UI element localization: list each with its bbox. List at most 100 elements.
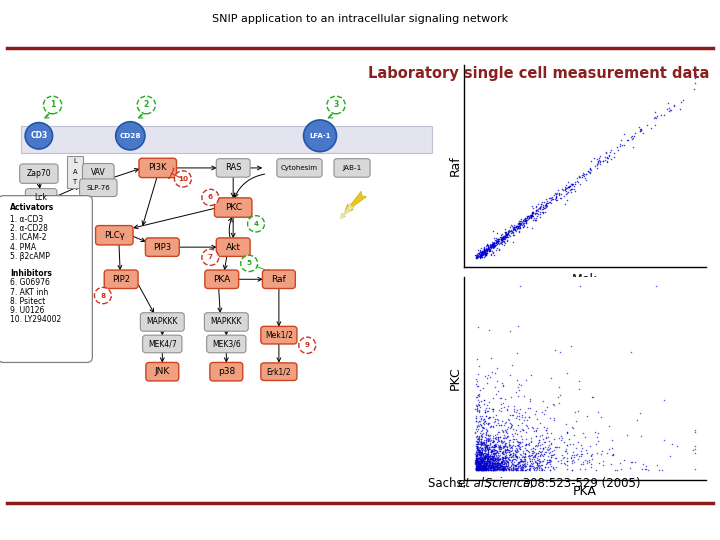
Point: [480, 251, 491, 260]
Point: [507, 437, 518, 446]
Point: [484, 464, 495, 473]
Point: [510, 462, 522, 471]
Point: [480, 417, 491, 426]
Point: [480, 462, 492, 471]
Point: [483, 397, 495, 406]
Point: [616, 465, 627, 474]
Point: [478, 465, 490, 474]
Point: [488, 239, 500, 248]
Point: [510, 226, 522, 235]
Point: [510, 388, 521, 396]
Text: p38: p38: [217, 367, 235, 376]
Point: [470, 465, 482, 474]
Point: [474, 457, 486, 466]
Point: [472, 460, 484, 469]
Point: [480, 412, 492, 421]
Point: [490, 245, 502, 254]
Point: [530, 205, 541, 214]
Point: [484, 456, 495, 465]
Point: [534, 203, 546, 212]
Point: [554, 194, 566, 203]
Point: [498, 235, 509, 244]
Text: SNIP application to an intracellular signaling network: SNIP application to an intracellular sig…: [212, 14, 508, 24]
Point: [528, 447, 539, 455]
Point: [475, 435, 487, 443]
Point: [483, 461, 495, 469]
Point: [552, 186, 564, 194]
Point: [496, 458, 508, 467]
Point: [476, 461, 487, 469]
Point: [475, 461, 487, 469]
Point: [506, 442, 518, 451]
Point: [598, 457, 609, 465]
Point: [508, 457, 520, 466]
Point: [477, 248, 488, 257]
Point: [474, 431, 485, 440]
FancyBboxPatch shape: [140, 313, 184, 331]
Point: [542, 452, 554, 461]
Point: [476, 439, 487, 448]
Point: [528, 214, 540, 222]
Point: [471, 380, 482, 389]
Point: [487, 404, 498, 413]
Point: [484, 463, 495, 472]
Point: [624, 464, 636, 472]
Point: [500, 434, 512, 443]
Point: [477, 463, 488, 471]
Point: [515, 217, 526, 226]
Point: [509, 447, 521, 455]
Point: [474, 252, 486, 260]
Point: [480, 464, 491, 472]
Point: [474, 412, 485, 421]
Point: [481, 431, 492, 440]
Point: [520, 213, 531, 222]
Point: [492, 458, 503, 467]
Point: [500, 464, 511, 473]
Point: [520, 215, 531, 224]
Point: [480, 445, 492, 454]
Point: [496, 453, 508, 461]
Point: [474, 460, 485, 469]
Point: [487, 436, 499, 444]
Point: [495, 437, 507, 446]
Point: [482, 446, 494, 454]
Point: [487, 449, 499, 457]
Point: [479, 462, 490, 470]
Point: [531, 415, 543, 423]
Point: [534, 456, 545, 465]
Point: [520, 375, 531, 384]
Point: [604, 147, 616, 156]
Point: [474, 457, 486, 466]
Point: [549, 346, 561, 355]
Point: [487, 464, 499, 472]
Point: [492, 449, 504, 457]
Point: [502, 432, 513, 441]
Point: [515, 461, 526, 470]
Point: [472, 460, 484, 469]
Point: [485, 464, 496, 472]
Point: [487, 436, 498, 445]
Point: [480, 460, 492, 469]
Point: [626, 457, 638, 466]
Point: [480, 462, 492, 470]
Point: [503, 440, 515, 448]
Point: [476, 457, 487, 465]
Point: [546, 457, 557, 466]
Point: [492, 443, 504, 451]
Point: [470, 392, 482, 401]
Point: [499, 448, 510, 457]
Point: [479, 249, 490, 258]
Point: [477, 426, 488, 435]
Point: [476, 449, 487, 458]
Point: [516, 456, 528, 465]
Point: [530, 213, 541, 222]
Point: [577, 169, 589, 178]
Point: [585, 463, 597, 471]
Point: [511, 463, 523, 472]
Point: [471, 436, 482, 445]
Point: [482, 420, 494, 428]
Point: [518, 450, 530, 458]
Point: [471, 445, 482, 454]
Point: [470, 463, 482, 472]
Point: [497, 447, 508, 456]
